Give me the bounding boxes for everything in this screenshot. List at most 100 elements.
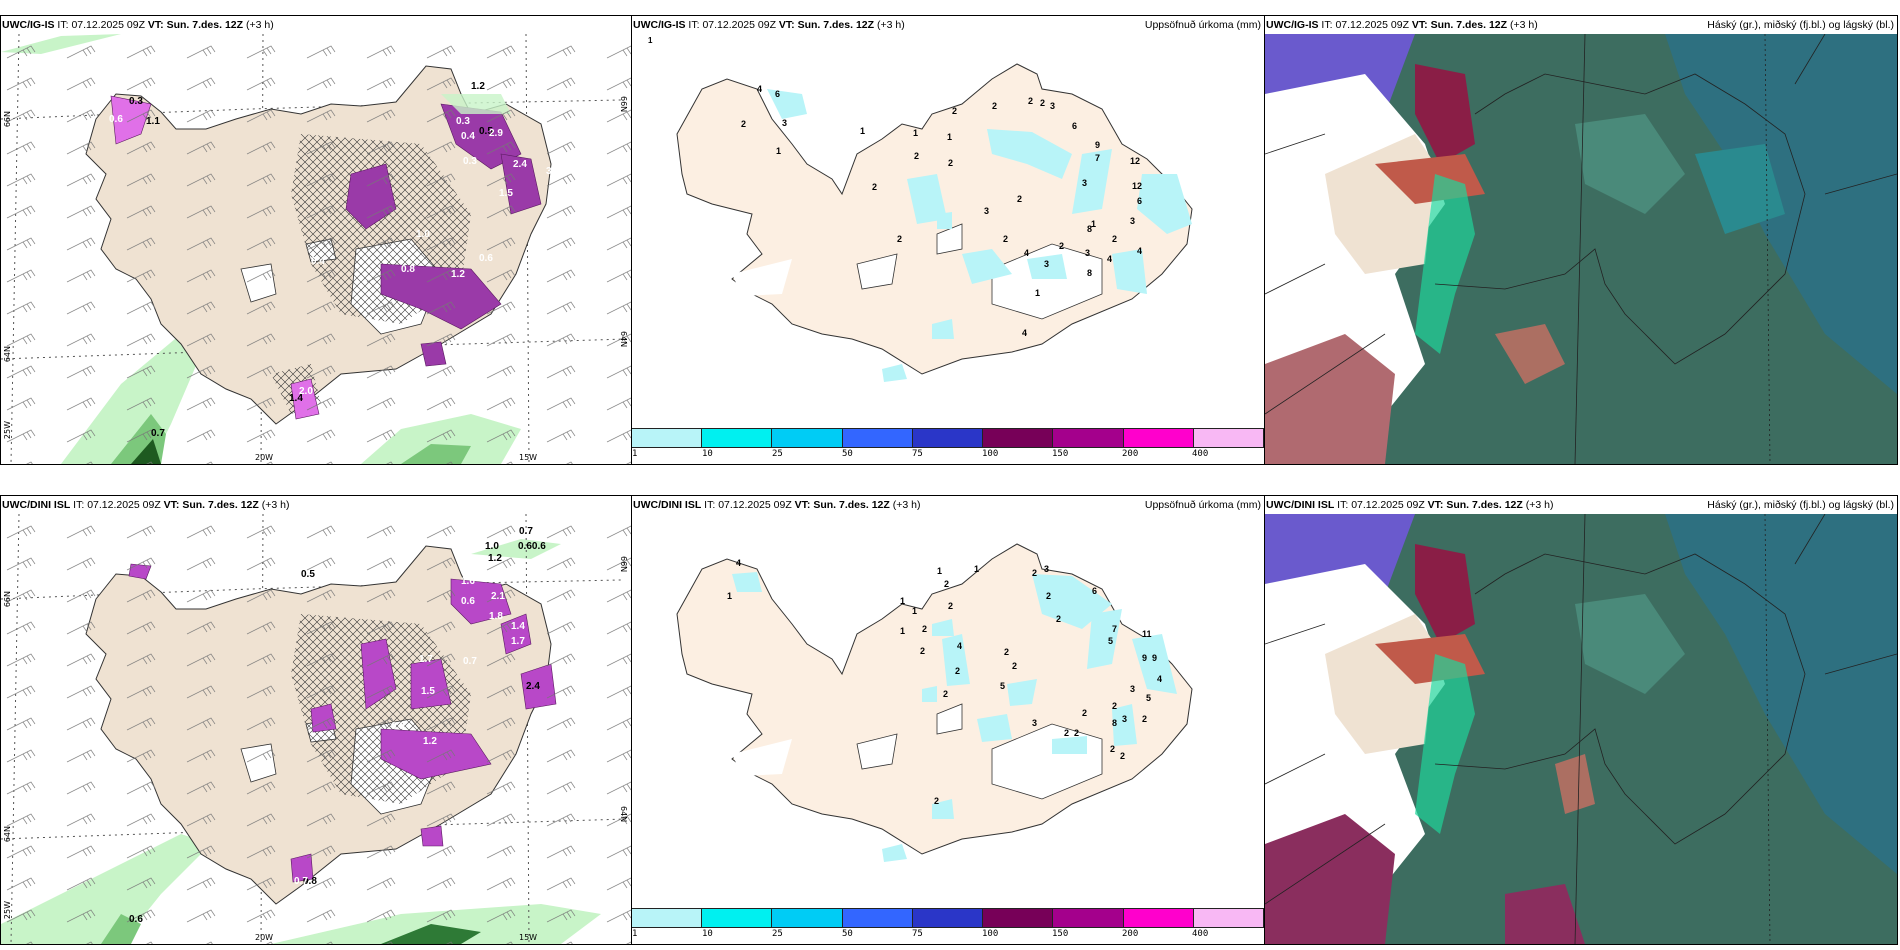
value-label: 0.6 <box>129 914 143 925</box>
lead-time: (+3 h) <box>876 19 905 31</box>
lead-time: (+3 h) <box>1509 19 1538 31</box>
panel-header: UWC/IG-IS IT: 07.12.2025 09Z VT: Sun. 7.… <box>1266 19 1538 31</box>
value-label: 1.5 <box>499 188 513 199</box>
precip-label: 2 <box>1056 614 1062 624</box>
grid-label-25w: 25W <box>3 901 12 920</box>
vt-label: VT: <box>1411 19 1428 31</box>
precip-label: 1 <box>860 126 866 136</box>
value-label: 1.6 <box>461 576 475 587</box>
precip-label: 2 <box>872 182 878 192</box>
vt-label: VT: <box>794 499 811 511</box>
panel-header: UWC/DINI ISL IT: 07.12.2025 09Z VT: Sun.… <box>633 499 920 511</box>
value-label: 2.4 <box>513 159 527 170</box>
value-label: 2.1 <box>491 591 505 602</box>
vt-value: Sun. 7.des. 12Z <box>813 499 890 511</box>
panel-header: UWC/DINI ISL IT: 07.12.2025 09Z VT: Sun.… <box>2 499 289 511</box>
model-name: UWC/IG-IS <box>1266 19 1319 31</box>
value-label: 0.7 <box>463 656 477 667</box>
precip-label: 1 <box>727 591 733 601</box>
value-label: 0.3 <box>129 96 143 107</box>
panel-title-right: Háský (gr.), miðský (fj.bl.) og lágský (… <box>1707 19 1894 31</box>
panel-header: UWC/IG-IS IT: 07.12.2025 09Z VT: Sun. 7.… <box>633 19 905 31</box>
value-label: 0.6 <box>109 114 123 125</box>
vt-label: VT: <box>778 19 795 31</box>
vt-label: VT: <box>1427 499 1444 511</box>
precip-label: 2 <box>955 666 961 676</box>
value-label: 2.4 <box>526 681 540 692</box>
precip-label: 9 <box>1095 140 1101 150</box>
precip-label: 8 <box>1112 718 1118 728</box>
value-label: 1.2 <box>423 736 437 747</box>
precip-label: 2 <box>1032 568 1038 578</box>
precip-label: 6 <box>1072 121 1078 131</box>
panel-bottom-left-wind-precip: UWC/DINI ISL IT: 07.12.2025 09Z VT: Sun.… <box>0 495 632 945</box>
precip-label: 2 <box>948 601 954 611</box>
legend-tick: 75 <box>912 449 923 459</box>
it-label: IT: <box>1321 19 1333 31</box>
precip-label: 2 <box>897 234 903 244</box>
precip-label: 2 <box>1110 744 1116 754</box>
legend-swatch <box>1053 909 1124 927</box>
precip-label: 2 <box>1082 708 1088 718</box>
legend-swatch <box>912 909 984 927</box>
precip-label: 1 <box>947 132 953 142</box>
legend-swatch <box>702 909 773 927</box>
legend-swatch <box>632 429 703 447</box>
panel-title-right: Háský (gr.), miðský (fj.bl.) og lágský (… <box>1707 499 1894 511</box>
lead-time: (+3 h) <box>245 19 274 31</box>
lead-time: (+3 h) <box>261 499 290 511</box>
precip-label: 1 <box>937 566 943 576</box>
legend-swatch <box>842 909 913 927</box>
precip-label: 1 <box>900 626 906 636</box>
wind-precip-map <box>1 34 631 464</box>
grid-label-66n: 66N <box>3 111 12 128</box>
precip-label: 4 <box>1024 248 1030 258</box>
precip-label: 1 <box>900 596 906 606</box>
panel-title-right: Uppsöfnuð úrkoma (mm) <box>1144 19 1261 31</box>
grid-label-66n: 66N <box>3 591 12 608</box>
value-label: 1.8 <box>489 611 503 622</box>
precip-label: 2 <box>920 646 926 656</box>
it-value: 07.12.2025 09Z <box>702 19 776 31</box>
panel-bottom-right-cloud-cover: UWC/DINI ISL IT: 07.12.2025 09Z VT: Sun.… <box>1264 495 1898 945</box>
value-label: 1.4 <box>511 621 525 632</box>
legend-tick: 50 <box>842 449 853 459</box>
precip-label: 4 <box>736 558 742 568</box>
it-label: IT: <box>688 19 700 31</box>
precip-label: 2 <box>1004 647 1010 657</box>
value-label: 1.4 <box>289 393 303 404</box>
legend-swatch <box>1123 909 1194 927</box>
precip-label: 2 <box>1040 98 1046 108</box>
precip-label: 2 <box>922 624 928 634</box>
vt-value: Sun. 7.des. 12Z <box>797 19 875 31</box>
value-label: 0.9 <box>391 721 405 732</box>
precip-label: 8 <box>1087 224 1093 234</box>
value-label: 0.5 <box>479 126 493 137</box>
value-label: 0.7 <box>294 876 308 887</box>
precip-label: 2 <box>934 796 940 806</box>
precip-label: 2 <box>1142 714 1148 724</box>
it-label: IT: <box>704 499 716 511</box>
precip-label: 2 <box>1074 728 1080 738</box>
value-label: 2.9 <box>489 128 503 139</box>
panel-top-left-wind-precip: UWC/IG-IS IT: 07.12.2025 09Z VT: Sun. 7.… <box>0 15 632 465</box>
grid-label-20w: 20W <box>255 933 274 942</box>
precip-label: 2 <box>1120 751 1126 761</box>
precip-label: 6 <box>1137 196 1143 206</box>
panel-top-right-cloud-cover: UWC/IG-IS IT: 07.12.2025 09Z VT: Sun. 7.… <box>1264 15 1898 465</box>
value-label: 1.1 <box>146 116 160 127</box>
it-value: 07.12.2025 09Z <box>1335 19 1409 31</box>
legend-tick: 1 <box>632 449 638 459</box>
precip-label: 3 <box>1085 248 1091 258</box>
precip-label: 4 <box>1022 328 1028 338</box>
cloud-cover-map <box>1265 34 1897 464</box>
vt-value: Sun. 7.des. 12Z <box>1430 19 1508 31</box>
precip-label: 2 <box>1059 241 1065 251</box>
precip-label: 5 <box>1108 636 1114 646</box>
vt-value: Sun. 7.des. 12Z <box>182 499 259 511</box>
vt-value: Sun. 7.des. 12Z <box>1446 499 1523 511</box>
precip-label: 2 <box>1112 234 1118 244</box>
value-label: 0.8 <box>401 264 415 275</box>
precip-label: 3 <box>1044 259 1050 269</box>
grid-label-66n-right: 66N <box>619 96 628 113</box>
